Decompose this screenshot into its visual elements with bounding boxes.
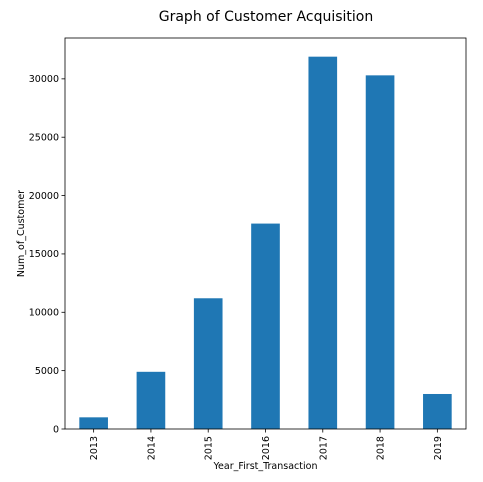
bar-2015 [193,298,223,429]
x-axis: 2013 2014 2015 2016 2017 2018 2019 [89,429,444,460]
x-tick-label: 2014 [146,436,157,460]
y-tick-label: 5000 [35,366,59,377]
plot-frame [64,37,467,430]
bar-2014 [136,371,166,429]
bar-2013 [79,417,108,429]
y-tick-label: 25000 [29,133,59,144]
x-tick-label: 2015 [204,436,215,460]
bars-group [79,56,452,430]
x-tick-label: 2016 [261,436,272,460]
y-tick-label: 15000 [29,249,59,260]
y-axis: 0 5000 10000 15000 20000 25000 30000 [29,74,65,435]
bar-2019 [423,393,452,429]
x-tick-label: 2019 [433,436,444,460]
y-tick-label: 30000 [29,74,59,85]
y-tick-label: 20000 [29,191,59,202]
y-tick-label: 10000 [29,308,59,319]
x-tick-label: 2018 [376,436,387,460]
bar-2018 [365,75,395,430]
bar-2017 [308,56,338,430]
bar-2016 [251,223,280,429]
y-tick-label: 0 [53,424,59,435]
chart-title: Graph of Customer Acquisition [159,9,373,25]
x-axis-label: Year_First_Transaction [213,461,318,472]
x-tick-label: 2017 [318,436,329,460]
y-axis-label: Num_of_Customer [16,190,27,277]
x-tick-label: 2013 [89,436,100,460]
